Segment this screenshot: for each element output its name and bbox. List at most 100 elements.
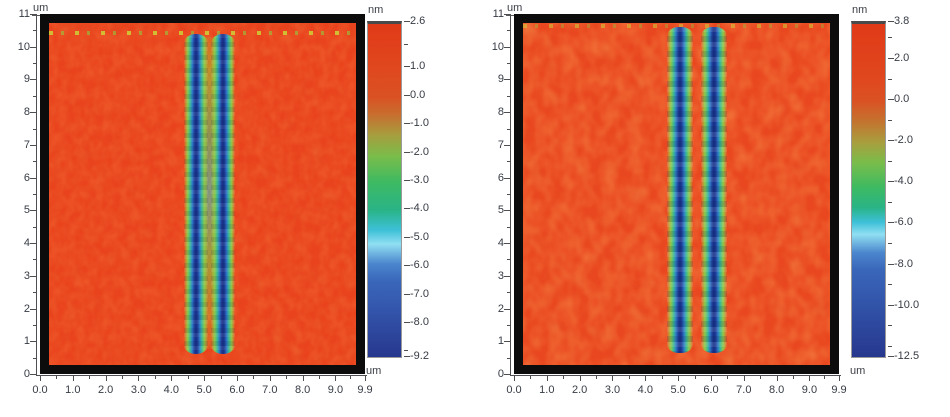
x-tick-mark bbox=[776, 375, 778, 381]
x-minor-tick-mark bbox=[187, 375, 189, 379]
x-minor-tick-mark bbox=[727, 375, 729, 379]
y-tick-mark bbox=[30, 177, 37, 179]
x-minor-tick-mark bbox=[628, 375, 630, 379]
y-tick-label: 0 bbox=[497, 368, 504, 380]
colorbar-tick-mark bbox=[888, 57, 894, 59]
colorbar-tick-mark bbox=[888, 140, 894, 142]
y-minor-tick-mark bbox=[507, 194, 511, 195]
colorbar-minor-tick-mark bbox=[888, 78, 892, 80]
colorbar-tick-mark bbox=[888, 304, 894, 306]
colorbar-minor-tick-mark bbox=[888, 160, 892, 162]
y-tick-label: 7 bbox=[497, 138, 504, 151]
colorbar-tick-mark bbox=[404, 123, 410, 125]
x-axis-unit-label: um bbox=[366, 365, 382, 377]
y-tick-label: 5 bbox=[497, 204, 504, 217]
y-tick-label: 7 bbox=[23, 138, 30, 151]
x-tick-mark bbox=[204, 375, 206, 381]
colorbar-minor-tick-mark bbox=[888, 201, 892, 203]
x-axis-line bbox=[510, 375, 841, 376]
x-tick-label: 9.9 bbox=[357, 384, 373, 396]
y-tick-label: 10 bbox=[491, 40, 504, 53]
y-tick-mark bbox=[30, 210, 37, 212]
x-tick-mark bbox=[645, 375, 647, 381]
x-tick-mark bbox=[302, 375, 304, 381]
y-tick-mark bbox=[30, 374, 37, 375]
y-minor-tick-mark bbox=[507, 161, 511, 163]
x-tick-mark bbox=[710, 375, 712, 381]
colorbar-tick-label: 0.0 bbox=[894, 93, 910, 106]
x-minor-tick-mark bbox=[824, 375, 826, 379]
x-minor-tick-mark bbox=[253, 375, 255, 379]
y-tick-label: 4 bbox=[497, 237, 504, 250]
colorbar-tick-mark bbox=[888, 222, 894, 224]
y-tick-mark bbox=[504, 79, 511, 81]
y-tick-label: 1 bbox=[497, 335, 504, 348]
y-minor-tick-mark bbox=[33, 194, 37, 195]
y-minor-tick-mark bbox=[507, 292, 511, 294]
colorbar-tick-label: -10.0 bbox=[894, 298, 920, 311]
y-tick-label: 1 bbox=[23, 335, 30, 348]
x-tick-mark bbox=[514, 375, 515, 381]
colorbar-minor-tick-mark bbox=[888, 345, 892, 347]
y-minor-tick-mark bbox=[507, 128, 511, 130]
y-minor-tick-mark bbox=[507, 30, 511, 32]
colorbar-tick-label: -7.0 bbox=[410, 287, 429, 300]
y-tick-mark bbox=[504, 275, 511, 277]
x-axis-line bbox=[36, 375, 367, 376]
x-tick-label: 2.0 bbox=[98, 384, 114, 396]
x-tick-mark bbox=[335, 375, 337, 381]
y-tick-label: 2 bbox=[23, 302, 30, 315]
y-minor-tick-mark bbox=[33, 324, 37, 326]
x-minor-tick-mark bbox=[286, 375, 288, 379]
colorbar-tick-mark bbox=[404, 21, 410, 22]
colorbar-tick-mark bbox=[404, 151, 410, 153]
x-tick-mark bbox=[678, 375, 680, 381]
y-tick-label: 6 bbox=[23, 171, 30, 184]
y-minor-tick-mark bbox=[507, 259, 511, 261]
x-tick-mark bbox=[365, 375, 366, 381]
colorbar-tick-label: -12.5 bbox=[894, 350, 920, 362]
colorbar-unit-label: nm bbox=[368, 4, 384, 16]
y-tick-mark bbox=[30, 275, 37, 277]
colorbar-tick-mark bbox=[888, 21, 894, 22]
y-tick-mark bbox=[30, 14, 37, 15]
y-tick-mark bbox=[30, 144, 37, 146]
colorbar-tick-mark bbox=[888, 356, 894, 357]
x-minor-tick-mark bbox=[530, 375, 532, 379]
colorbar-tick-label: -4.0 bbox=[410, 202, 429, 215]
y-minor-tick-mark bbox=[33, 95, 37, 97]
colorbar-tick-label: -2.0 bbox=[894, 134, 913, 147]
y-tick-mark bbox=[30, 46, 37, 48]
y-minor-tick-mark bbox=[33, 357, 37, 359]
y-tick-mark bbox=[504, 14, 511, 15]
colorbar-unit-label: nm bbox=[852, 4, 868, 16]
x-minor-tick-mark bbox=[760, 375, 762, 379]
x-tick-label: 1.0 bbox=[65, 384, 81, 396]
y-tick-mark bbox=[504, 46, 511, 48]
image-frame bbox=[40, 14, 365, 374]
y-tick-label: 9 bbox=[23, 73, 30, 86]
x-minor-tick-mark bbox=[694, 375, 696, 379]
x-tick-mark bbox=[546, 375, 548, 381]
y-tick-label: 11 bbox=[18, 8, 30, 20]
y-tick-mark bbox=[30, 308, 37, 310]
y-tick-label: 0 bbox=[23, 368, 30, 380]
y-tick-label: 9 bbox=[497, 73, 504, 86]
x-tick-mark bbox=[579, 375, 581, 381]
y-minor-tick-mark bbox=[33, 259, 37, 261]
x-tick-label: 7.0 bbox=[262, 384, 278, 396]
y-tick-label: 11 bbox=[492, 8, 504, 20]
x-tick-label: 4.0 bbox=[637, 384, 653, 396]
y-tick-label: 8 bbox=[23, 106, 30, 119]
colorbar-minor-tick-mark bbox=[888, 37, 892, 39]
x-tick-label: 2.0 bbox=[572, 384, 588, 396]
x-tick-label: 3.0 bbox=[604, 384, 621, 396]
colorbar-tick-label: 3.8 bbox=[894, 15, 910, 27]
y-minor-tick-mark bbox=[507, 226, 511, 228]
scan-trench bbox=[667, 27, 693, 353]
x-tick-mark bbox=[171, 375, 173, 381]
y-tick-label: 8 bbox=[497, 106, 504, 119]
colorbar-tick-label: -3.0 bbox=[410, 173, 429, 186]
scan-trench bbox=[211, 33, 235, 355]
afm-panel-1: um bbox=[18, 2, 429, 396]
